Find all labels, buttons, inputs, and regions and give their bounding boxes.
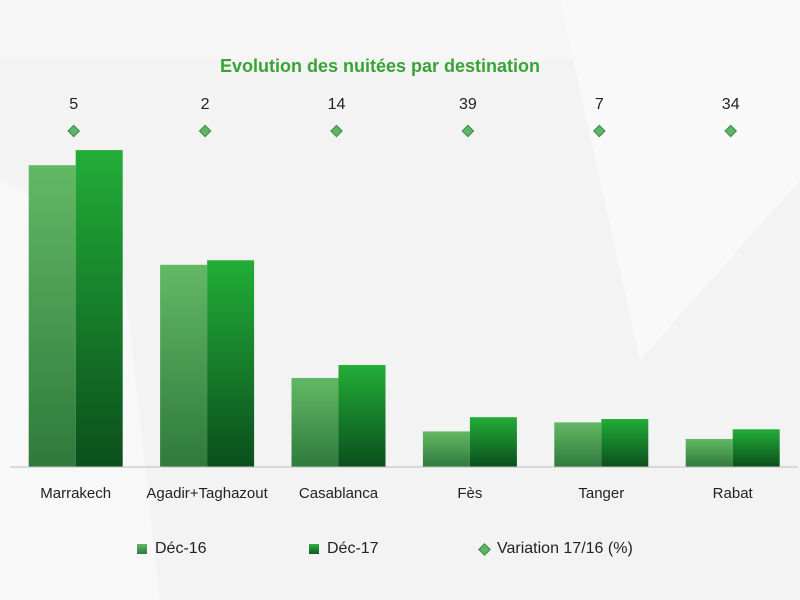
x-tick-label: Fès xyxy=(457,485,482,502)
legend-label-dec16: Déc-16 xyxy=(155,540,207,557)
bar-d-c-16-agadir-taghazout xyxy=(160,264,208,467)
bar-d-c-17-tanger xyxy=(601,419,649,467)
chart-title: Evolution des nuitées par destination xyxy=(219,56,541,76)
x-tick-label: Casablanca xyxy=(299,485,379,502)
x-tick-label: Rabat xyxy=(713,485,754,502)
variation-value-label: 14 xyxy=(328,96,346,113)
bar-d-c-16-tanger xyxy=(554,422,602,467)
x-tick-label: Tanger xyxy=(578,485,624,502)
bar-d-c-17-agadir-taghazout xyxy=(207,260,255,467)
variation-value-label: 39 xyxy=(459,96,477,113)
bar-d-c-16-casablanca xyxy=(291,377,339,467)
legend-item-dec17: Déc-17 xyxy=(309,540,379,558)
bar-d-c-16-f-s xyxy=(422,431,470,467)
diamond-icon xyxy=(478,542,491,556)
legend-item-variation: Variation 17/16 (%) xyxy=(478,540,633,558)
variation-marker-casablanca xyxy=(330,124,343,138)
bar-d-c-16-rabat xyxy=(685,438,733,467)
legend-label-variation: Variation 17/16 (%) xyxy=(497,540,633,557)
variation-value-label: 2 xyxy=(201,96,210,113)
x-tick-label: Marrakech xyxy=(40,485,111,502)
variation-marker-rabat xyxy=(724,124,738,138)
variation-marker-f-s xyxy=(461,124,475,138)
bar-d-c-17-casablanca xyxy=(338,364,386,467)
bar-d-c-17-marrakech xyxy=(75,150,123,467)
variation-value-label: 5 xyxy=(69,96,78,113)
variation-marker-tanger xyxy=(592,124,606,138)
legend-swatch-dec17 xyxy=(309,544,319,554)
legend-item-dec16: Déc-16 xyxy=(137,540,207,558)
legend-label-dec17: Déc-17 xyxy=(327,540,379,557)
variation-marker-agadir-taghazout xyxy=(198,124,212,138)
legend: Déc-16 Déc-17 Variation 17/16 (%) xyxy=(0,540,800,564)
legend-swatch-dec16 xyxy=(137,544,147,554)
variation-marker-marrakech xyxy=(67,124,81,138)
bar-d-c-16-marrakech xyxy=(28,165,76,467)
x-tick-label: Agadir+Taghazout xyxy=(146,485,268,502)
variation-value-label: 7 xyxy=(595,96,604,113)
bar-d-c-17-rabat xyxy=(732,429,780,467)
bar-d-c-17-f-s xyxy=(469,417,517,467)
variation-value-label: 34 xyxy=(722,96,740,113)
